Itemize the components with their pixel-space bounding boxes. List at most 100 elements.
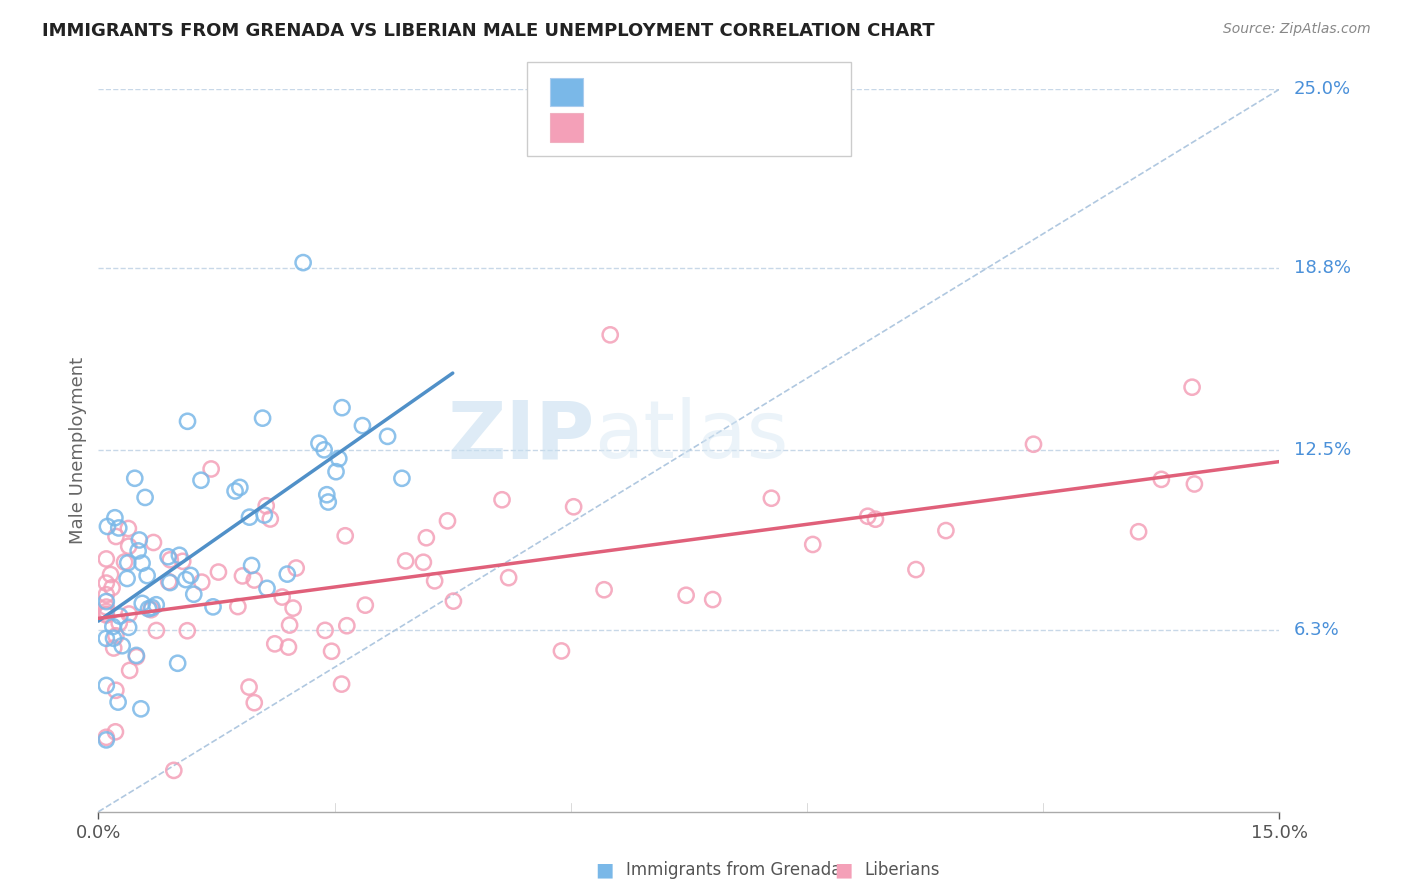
Point (174, 573, 197, 587)
Point (157, 574, 180, 589)
Point (415, 531, 437, 545)
Point (377, 429, 399, 443)
Point (256, 582, 278, 596)
Point (127, 544, 149, 558)
Point (145, 624, 167, 638)
Point (325, 465, 347, 479)
Point (134, 491, 156, 505)
Point (856, 509, 879, 524)
Point (1182, 477, 1205, 491)
Point (180, 568, 202, 582)
Point (117, 521, 139, 535)
Point (96, 605, 118, 619)
Point (562, 500, 585, 514)
Point (163, 764, 186, 778)
Text: 12.5%: 12.5% (1294, 442, 1351, 459)
Point (1128, 524, 1150, 539)
Point (138, 601, 160, 615)
Text: ■: ■ (595, 860, 614, 880)
Point (292, 255, 315, 269)
Point (166, 657, 188, 671)
Point (190, 575, 212, 590)
Point (125, 649, 148, 664)
Point (352, 418, 374, 433)
Point (231, 569, 253, 583)
Point (935, 524, 957, 538)
Text: ■: ■ (834, 860, 853, 880)
Point (104, 510, 127, 524)
Point (330, 401, 353, 415)
Point (96, 731, 118, 745)
Point (865, 512, 887, 526)
Point (801, 537, 824, 551)
Point (336, 618, 359, 632)
Point (238, 680, 260, 694)
Text: Liberians: Liberians (865, 861, 941, 879)
Point (441, 594, 464, 608)
Point (118, 539, 141, 553)
Point (108, 609, 131, 624)
Point (229, 480, 252, 494)
Point (111, 639, 134, 653)
Point (550, 644, 572, 658)
Point (436, 514, 458, 528)
Point (498, 571, 520, 585)
Point (107, 521, 129, 535)
Point (330, 677, 353, 691)
Y-axis label: Male Unemployment: Male Unemployment (69, 357, 87, 544)
Point (1181, 380, 1204, 394)
Point (395, 554, 418, 568)
Point (240, 558, 263, 573)
Point (101, 619, 124, 633)
Point (176, 624, 198, 638)
Point (263, 637, 285, 651)
Point (104, 724, 127, 739)
Point (117, 620, 139, 634)
Point (243, 696, 266, 710)
Text: ZIP: ZIP (447, 397, 595, 475)
Point (321, 644, 343, 658)
Point (259, 512, 281, 526)
Point (593, 582, 616, 597)
Point (491, 492, 513, 507)
Point (96, 607, 118, 622)
Point (252, 411, 274, 425)
Point (118, 607, 141, 621)
Point (314, 624, 336, 638)
Point (224, 483, 246, 498)
Point (675, 588, 697, 602)
Text: 25.0%: 25.0% (1294, 80, 1351, 98)
Point (118, 664, 141, 678)
Point (254, 499, 277, 513)
Point (243, 573, 266, 587)
Point (96, 678, 118, 692)
Point (96, 600, 118, 615)
Point (354, 598, 377, 612)
Point (176, 414, 198, 428)
Text: IMMIGRANTS FROM GRENADA VS LIBERIAN MALE UNEMPLOYMENT CORRELATION CHART: IMMIGRANTS FROM GRENADA VS LIBERIAN MALE… (42, 22, 935, 40)
Point (761, 491, 783, 506)
Point (190, 473, 212, 487)
Point (202, 599, 225, 614)
Point (117, 556, 139, 570)
Point (136, 568, 159, 582)
Point (128, 533, 150, 547)
Point (100, 567, 122, 582)
Point (104, 683, 127, 698)
Point (200, 462, 222, 476)
Point (702, 592, 724, 607)
Point (335, 529, 357, 543)
Point (96, 732, 118, 747)
Text: Source: ZipAtlas.com: Source: ZipAtlas.com (1223, 22, 1371, 37)
Point (271, 590, 294, 604)
Point (129, 702, 152, 716)
Point (141, 600, 163, 615)
Point (104, 529, 127, 543)
Point (226, 599, 249, 614)
Point (96, 607, 118, 622)
Point (285, 561, 308, 575)
Point (104, 629, 127, 643)
Point (145, 598, 167, 612)
Point (131, 556, 153, 570)
Point (139, 603, 162, 617)
